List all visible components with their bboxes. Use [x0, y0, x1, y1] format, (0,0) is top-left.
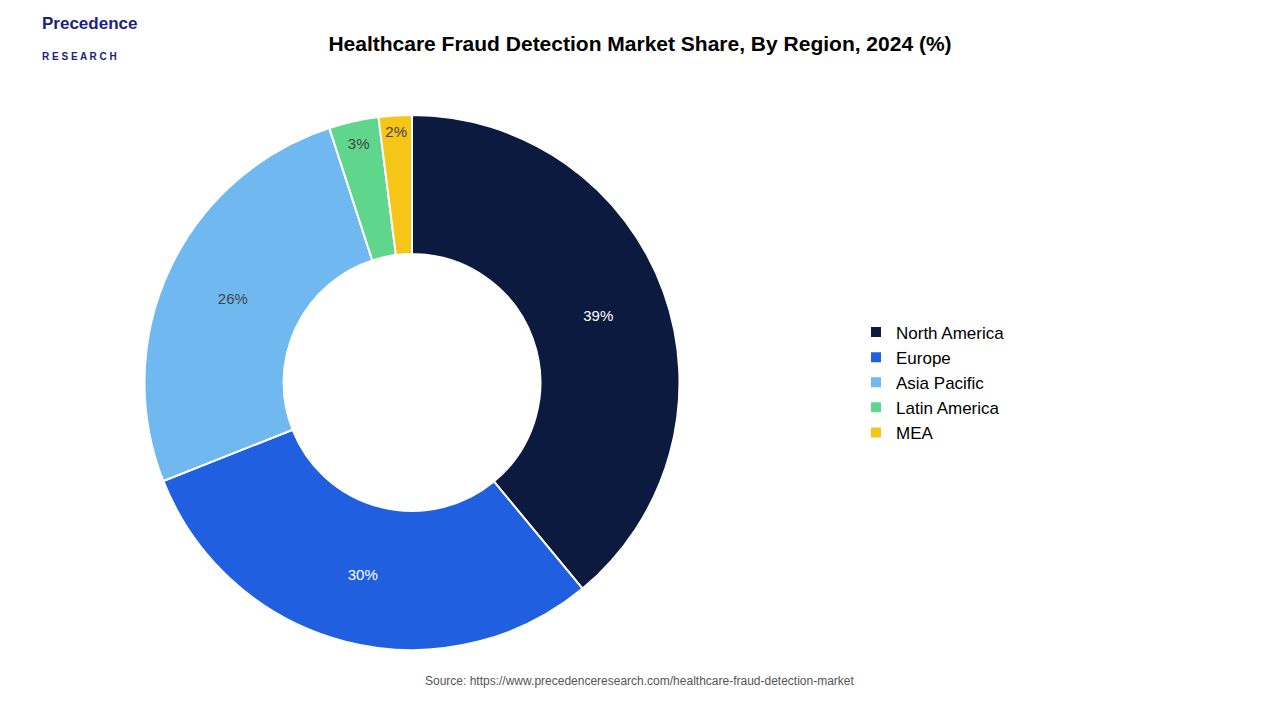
svg-text:39%: 39%	[583, 307, 613, 324]
svg-text:3%: 3%	[348, 135, 370, 152]
svg-text:2%: 2%	[385, 123, 407, 140]
svg-text:North America: North America	[896, 324, 1004, 343]
svg-text:MEA: MEA	[896, 424, 934, 443]
svg-text:30%: 30%	[348, 566, 378, 583]
svg-text:Healthcare Fraud Detection Mar: Healthcare Fraud Detection Market Share,…	[328, 32, 951, 55]
svg-text:Precedence: Precedence	[42, 14, 137, 33]
svg-text:Latin America: Latin America	[896, 399, 1000, 418]
svg-text:Source: https://www.precedence: Source: https://www.precedenceresearch.c…	[425, 674, 855, 688]
svg-text:Asia Pacific: Asia Pacific	[896, 374, 984, 393]
svg-text:R E S E A R C H: R E S E A R C H	[42, 51, 117, 62]
svg-text:Europe: Europe	[896, 349, 951, 368]
svg-text:26%: 26%	[218, 290, 248, 307]
